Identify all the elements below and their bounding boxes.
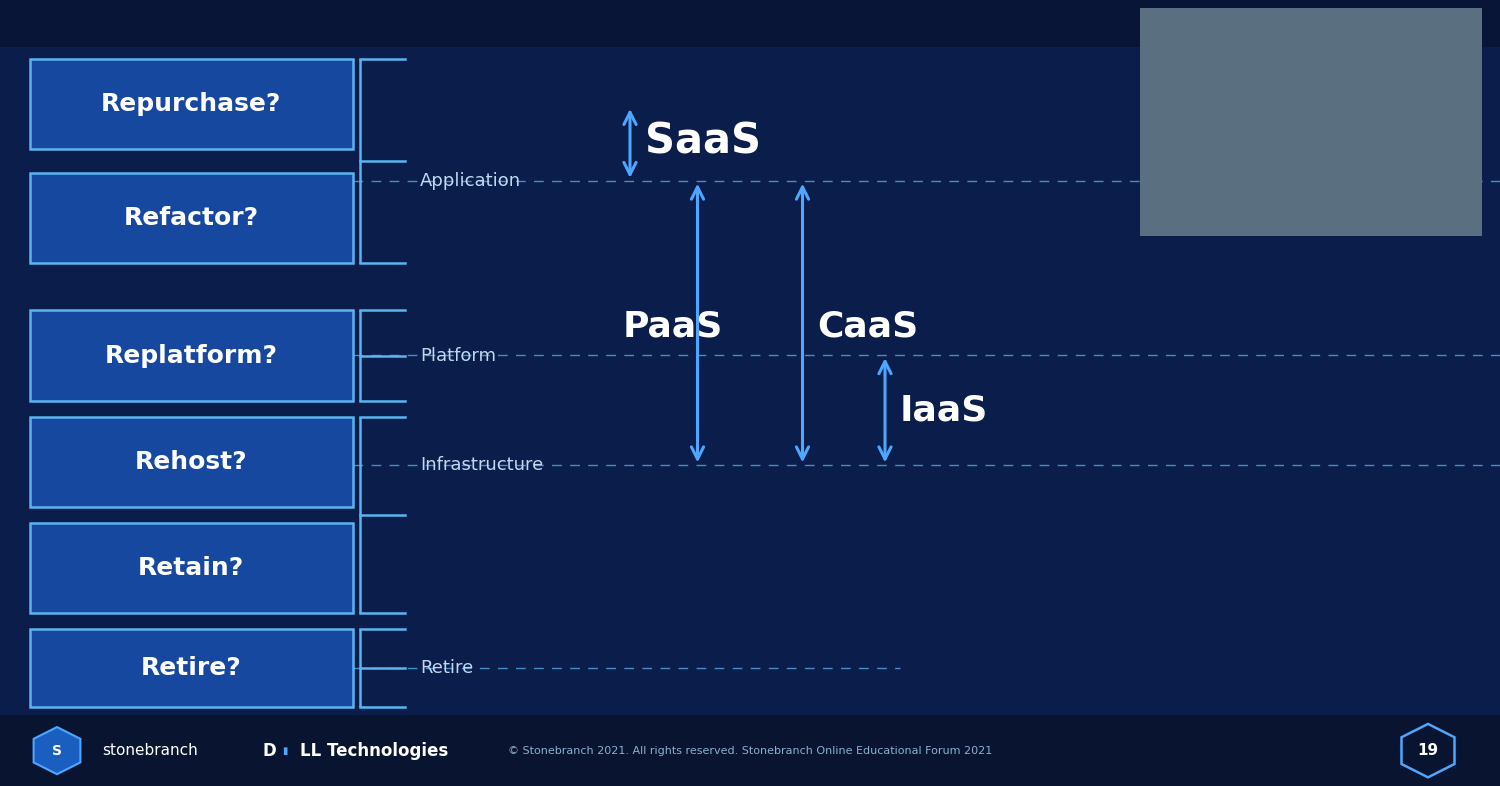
Text: Platform: Platform [420, 347, 497, 365]
Text: CaaS: CaaS [818, 309, 918, 343]
FancyBboxPatch shape [30, 59, 352, 149]
Bar [0, 715, 1500, 786]
Text: Repurchase?: Repurchase? [100, 92, 282, 116]
Text: Application: Application [420, 172, 520, 189]
Text: Retire: Retire [420, 659, 474, 677]
Bar [1140, 8, 1482, 236]
Text: LL Technologies: LL Technologies [300, 742, 448, 759]
FancyBboxPatch shape [30, 310, 352, 401]
Text: 19: 19 [1418, 743, 1438, 758]
Text: S: S [53, 744, 62, 758]
Text: Retain?: Retain? [138, 556, 244, 580]
Text: PaaS: PaaS [622, 309, 723, 343]
Text: ▮: ▮ [282, 746, 288, 755]
Polygon shape [33, 727, 81, 774]
Text: © Stonebranch 2021. All rights reserved. Stonebranch Online Educational Forum 20: © Stonebranch 2021. All rights reserved.… [509, 746, 992, 755]
Text: Rehost?: Rehost? [135, 450, 248, 474]
Text: Infrastructure: Infrastructure [420, 457, 543, 474]
FancyBboxPatch shape [30, 629, 352, 707]
Text: D: D [262, 742, 276, 759]
Bar [0, 0, 1500, 47]
FancyBboxPatch shape [30, 173, 352, 263]
Text: stonebranch: stonebranch [102, 743, 198, 758]
FancyBboxPatch shape [30, 417, 352, 507]
Text: Replatform?: Replatform? [105, 343, 278, 368]
Text: SaaS: SaaS [645, 120, 760, 163]
FancyBboxPatch shape [30, 523, 352, 613]
Text: IaaS: IaaS [900, 393, 989, 428]
Text: Refactor?: Refactor? [123, 206, 260, 230]
Text: Retire?: Retire? [141, 656, 242, 680]
